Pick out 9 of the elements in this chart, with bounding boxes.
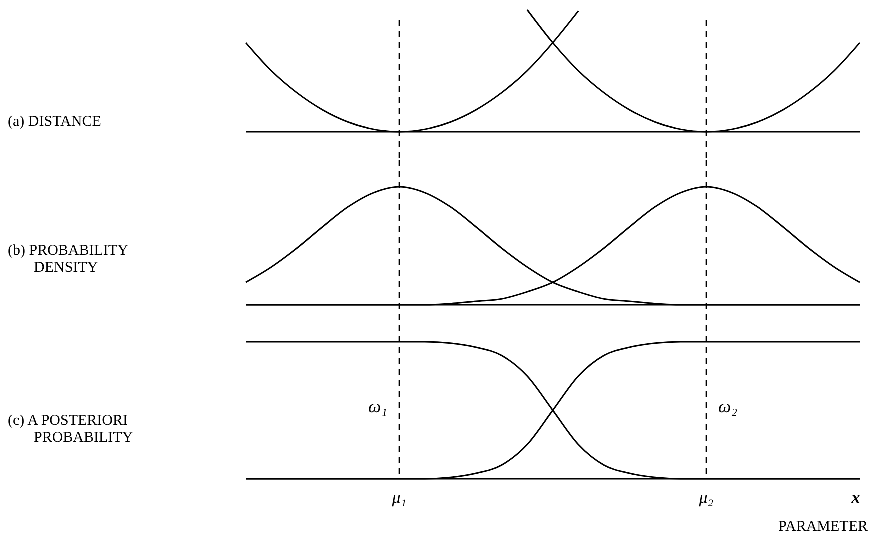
y-axis-title: (a) DISTANCE: [8, 114, 102, 130]
text: PARAMETER: [778, 519, 868, 535]
x-tick-label: μ₁: [391, 488, 407, 507]
annotation: ω₂: [718, 396, 738, 416]
y-axis-title: (b) PROBABILITY DENSITY: [8, 243, 129, 276]
y-axis-title: (c) A POSTERIORI PROBABILITY: [8, 413, 134, 446]
annotation: ω₁: [368, 396, 388, 416]
x-axis-title: x: [850, 488, 861, 507]
x-tick-label: μ₂: [698, 488, 714, 507]
